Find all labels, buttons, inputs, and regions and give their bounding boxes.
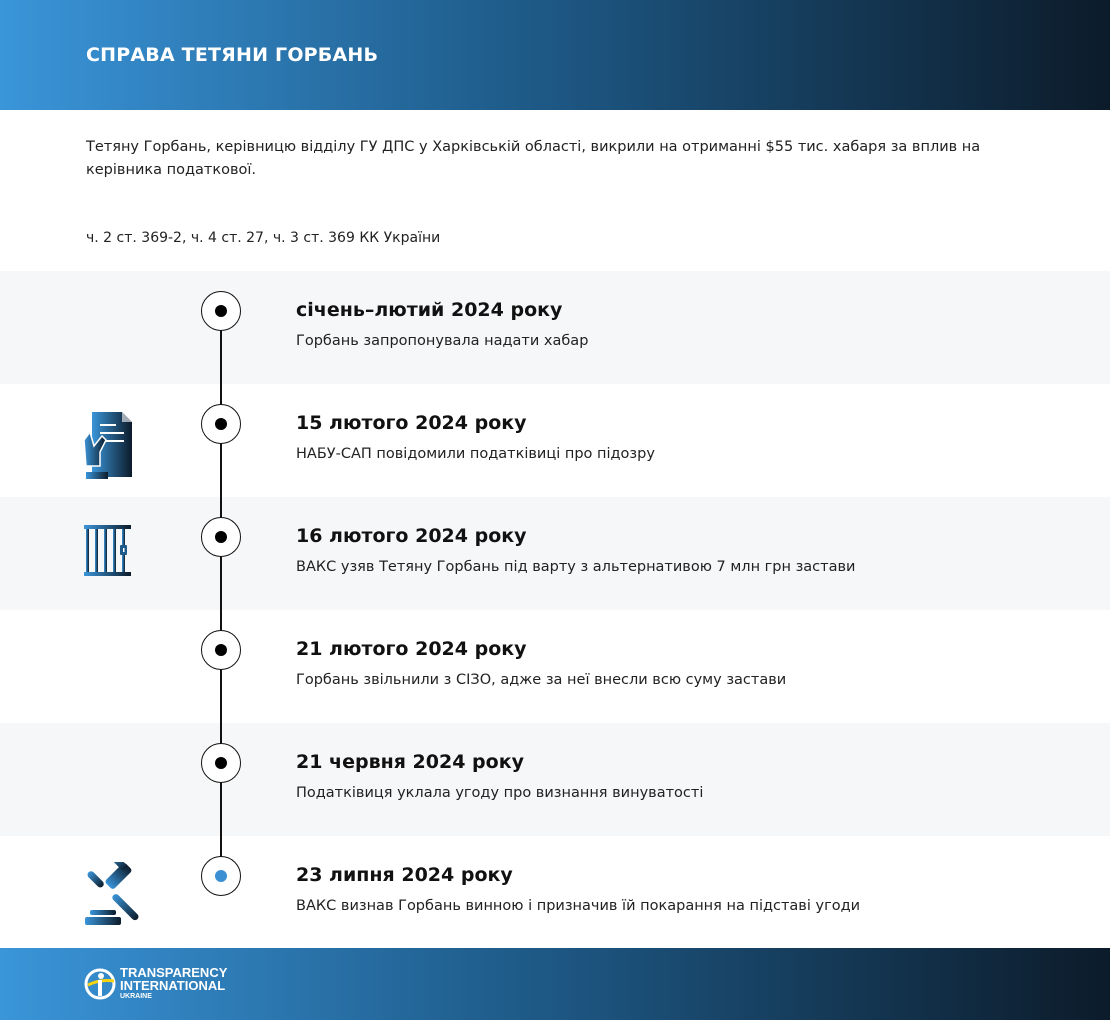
event-text: ВАКС узяв Тетяну Горбань під варту з аль… (296, 559, 856, 575)
event-text: Горбань запропонувала надати хабар (296, 333, 589, 349)
prison-bars-icon (84, 525, 131, 576)
event-date: 21 лютого 2024 року (296, 638, 527, 660)
timeline-node (201, 630, 241, 670)
event-date: 16 лютого 2024 року (296, 525, 527, 547)
logo-line1: TRANSPARENCY (120, 965, 228, 980)
header-banner: СПРАВА ТЕТЯНИ ГОРБАНЬ (0, 0, 1110, 110)
intro-text: Тетяну Горбань, керівницю відділу ГУ ДПС… (86, 139, 981, 178)
event-date: 23 липня 2024 року (296, 864, 513, 886)
timeline-line (220, 310, 222, 875)
logo-line3: UKRAINE (120, 993, 152, 1000)
transparency-international-logo: TRANSPARENCY INTERNATIONAL UKRAINE (84, 966, 227, 1001)
timeline-node (201, 291, 241, 331)
timeline-row-bg (0, 497, 1110, 610)
timeline-node (201, 743, 241, 783)
timeline-row-bg (0, 723, 1110, 836)
timeline-row-bg (0, 384, 1110, 497)
event-date: січень–лютий 2024 року (296, 299, 563, 321)
page-title: СПРАВА ТЕТЯНИ ГОРБАНЬ (86, 44, 379, 66)
timeline-node (201, 404, 241, 444)
event-text: ВАКС визнав Горбань винною і призначив ї… (296, 898, 861, 914)
event-text: Податківиця уклала угоду про визнання ви… (296, 785, 704, 801)
footer-banner (0, 948, 1110, 1020)
legal-articles: ч. 2 ст. 369-2, ч. 4 ст. 27, ч. 3 ст. 36… (86, 230, 441, 246)
event-date: 15 лютого 2024 року (296, 412, 527, 434)
timeline-node (201, 517, 241, 557)
gavel-icon (85, 862, 139, 925)
timeline-row-bg (0, 836, 1110, 949)
timeline-row-bg (0, 610, 1110, 723)
event-date: 21 червня 2024 року (296, 751, 524, 773)
event-text: Горбань звільнили з СІЗО, адже за неї вн… (296, 672, 787, 688)
timeline-node-current (201, 856, 241, 896)
document-hand-icon (83, 412, 132, 479)
logo-line2: INTERNATIONAL (120, 978, 226, 993)
ti-logo-icon (84, 968, 116, 999)
timeline-row-bg (0, 271, 1110, 384)
event-text: НАБУ-САП повідомили податківиці про підо… (296, 446, 655, 462)
